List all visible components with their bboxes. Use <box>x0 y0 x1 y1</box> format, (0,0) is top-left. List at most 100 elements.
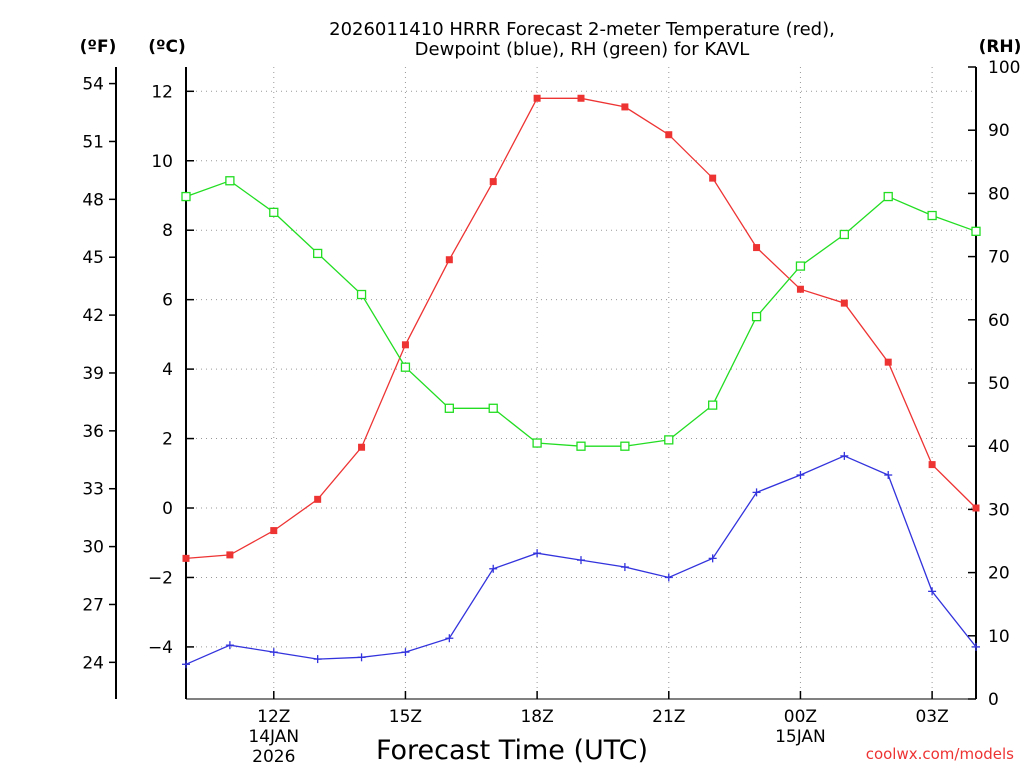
relative-humidity-point <box>751 311 762 322</box>
temperature-point <box>665 131 673 139</box>
dewpoint-point <box>620 563 629 572</box>
relative-humidity-point <box>356 289 367 300</box>
dewpoint-point <box>182 660 190 669</box>
fahrenheit-tick-label: 51 <box>82 132 104 152</box>
x-tick-label: 21Z <box>652 707 685 727</box>
rh-tick-label: 70 <box>988 248 1010 268</box>
rh-tick-label: 90 <box>988 121 1010 141</box>
celsius-tick-label: 12 <box>151 82 173 102</box>
fahrenheit-tick-label: 48 <box>82 190 104 210</box>
relative-humidity-point <box>664 435 674 445</box>
relative-humidity-point <box>839 229 849 240</box>
relative-humidity-point <box>620 441 630 451</box>
celsius-tick-label: 10 <box>151 152 173 172</box>
fahrenheit-tick-label: 24 <box>82 653 104 673</box>
chart-title-line1: 2026011410 HRRR Forecast 2-meter Tempera… <box>329 19 835 40</box>
temperature-point <box>840 299 848 307</box>
rh-tick-label: 100 <box>988 58 1020 78</box>
x-tick-label: 03Z <box>915 707 948 727</box>
temperature-point <box>577 94 585 102</box>
temperature-point <box>709 174 717 182</box>
temperature-point <box>226 551 234 559</box>
celsius-tick-label: −2 <box>148 568 173 588</box>
x-tick-label: 15Z <box>389 707 422 727</box>
dewpoint-point <box>928 587 937 596</box>
dewpoint-point <box>445 634 454 643</box>
celsius-tick-label: 2 <box>162 430 173 450</box>
x-tick-label: 00Z <box>784 707 817 727</box>
fahrenheit-tick-label: 39 <box>82 364 104 384</box>
grid-lines <box>186 67 976 699</box>
rh-unit-label: (RH) <box>979 37 1022 57</box>
dewpoint-point <box>884 471 893 480</box>
relative-humidity-point <box>927 210 937 221</box>
data-series <box>181 94 981 669</box>
x-tick-date-label: 15JAN <box>775 727 826 747</box>
rh-tick-label: 50 <box>988 374 1010 394</box>
rh-tick-label: 60 <box>988 311 1010 331</box>
relative-humidity-point <box>795 261 806 271</box>
x-axis-title: Forecast Time (UTC) <box>376 735 648 766</box>
fahrenheit-unit-label: (ºF) <box>80 37 117 57</box>
axes: −4−2024681012242730333639424548515401020… <box>82 58 1020 767</box>
chart-title-line2: Dewpoint (blue), RH (green) for KAVL <box>415 39 750 60</box>
dewpoint-point <box>577 556 585 565</box>
dewpoint-point <box>664 573 673 582</box>
relative-humidity-line <box>185 180 977 447</box>
fahrenheit-tick-label: 30 <box>82 538 104 558</box>
celsius-tick-label: −4 <box>148 638 173 658</box>
fahrenheit-tick-label: 45 <box>82 248 104 268</box>
x-tick-label: 12Z <box>257 707 290 727</box>
relative-humidity-point <box>708 400 718 410</box>
x-tick-label: 18Z <box>520 707 553 727</box>
temperature-point <box>884 358 892 366</box>
relative-humidity-point <box>971 226 981 236</box>
rh-tick-label: 10 <box>988 627 1010 647</box>
relative-humidity-point <box>225 176 235 186</box>
temperature-point <box>270 527 278 535</box>
temperature-point <box>972 504 980 512</box>
relative-humidity-point <box>181 191 191 202</box>
relative-humidity-point <box>576 441 586 451</box>
celsius-unit-label: (ºC) <box>148 37 186 57</box>
rh-tick-label: 80 <box>988 184 1010 204</box>
relative-humidity-point <box>269 207 279 218</box>
temperature-point <box>928 461 936 469</box>
rh-tick-label: 0 <box>988 690 999 710</box>
temperature-point <box>621 103 629 111</box>
temperature-point <box>358 443 366 451</box>
temperature-point <box>314 495 322 503</box>
rh-tick-label: 30 <box>988 500 1010 520</box>
relative-humidity-point <box>532 438 542 448</box>
relative-humidity-point <box>313 248 323 259</box>
dewpoint-point <box>225 641 234 650</box>
fahrenheit-tick-label: 33 <box>82 480 104 500</box>
dewpoint-point <box>752 488 761 497</box>
relative-humidity-point <box>883 191 893 202</box>
fahrenheit-tick-label: 36 <box>82 422 104 442</box>
celsius-tick-label: 0 <box>162 499 173 519</box>
celsius-tick-label: 8 <box>162 221 173 241</box>
dewpoint-point <box>708 554 717 563</box>
dewpoint-point <box>533 549 542 558</box>
dewpoint-point <box>357 653 366 662</box>
rh-tick-label: 20 <box>988 564 1010 584</box>
temperature-point <box>445 256 453 264</box>
celsius-tick-label: 4 <box>162 360 173 380</box>
temperature-point <box>533 94 541 102</box>
temperature-point <box>182 554 190 562</box>
temperature-point <box>489 178 497 186</box>
dewpoint-point <box>313 655 322 664</box>
dewpoint-point <box>972 642 980 651</box>
fahrenheit-tick-label: 42 <box>82 306 104 326</box>
fahrenheit-tick-label: 54 <box>82 75 104 95</box>
dewpoint-point <box>840 451 849 460</box>
credit-text: coolwx.com/models <box>866 745 1014 763</box>
relative-humidity-point <box>488 403 498 413</box>
dewpoint-point <box>489 564 498 573</box>
relative-humidity-point <box>400 362 411 372</box>
rh-tick-label: 40 <box>988 437 1010 457</box>
temperature-point <box>796 285 804 293</box>
